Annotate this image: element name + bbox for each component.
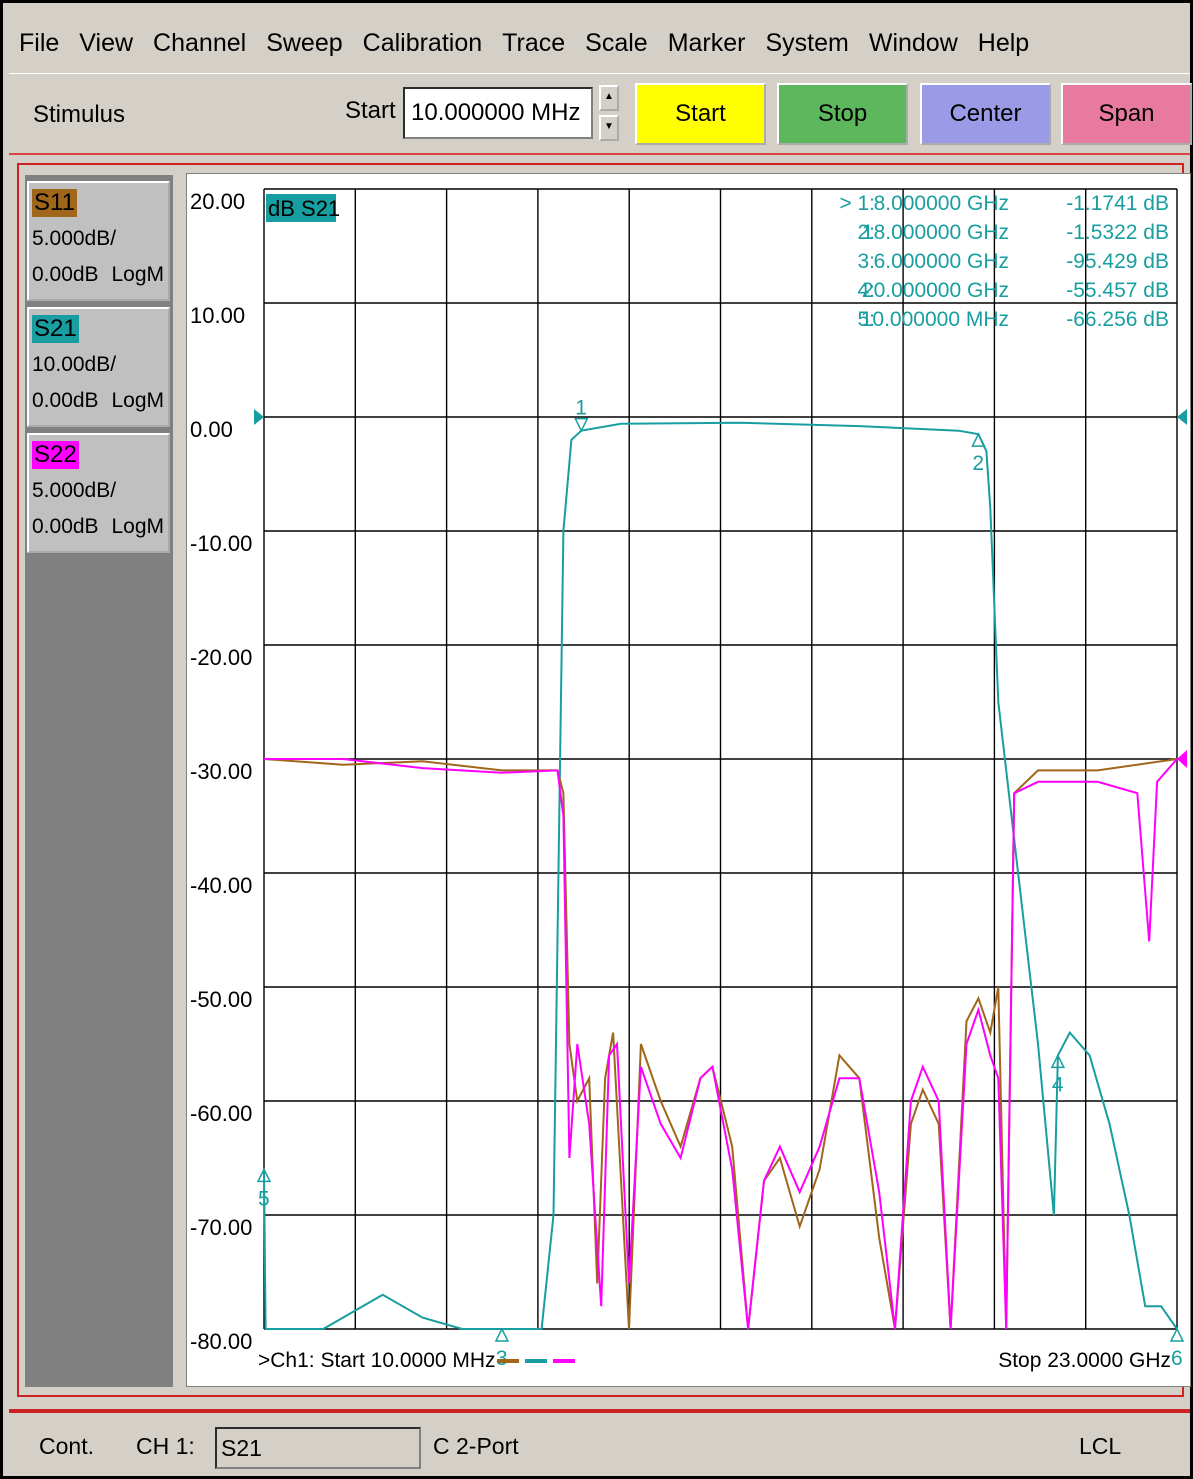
marker-triangle-icon (574, 417, 589, 433)
marker-number-label: 5 (258, 1187, 270, 1210)
remote-local-status: LCL (1079, 1433, 1122, 1459)
trace-name-s21: S21 (32, 315, 79, 343)
menu-view[interactable]: View (79, 28, 134, 57)
active-parameter-field[interactable]: S21 (215, 1427, 421, 1469)
trace-ref-s21: 0.00dB (32, 389, 99, 412)
marker-readout-value: -55.457 dB (1066, 279, 1169, 302)
sweep-stop-label: Stop 23.0000 GHz (998, 1349, 1171, 1372)
marker-readout-value: -66.256 dB (1066, 308, 1169, 331)
marker-triangle-icon (1050, 1053, 1066, 1069)
menu-system[interactable]: System (765, 28, 849, 57)
marker-triangle-icon (494, 1327, 510, 1342)
trace-line-s22 (264, 758, 1178, 1330)
trace-name-s11: S11 (32, 189, 77, 217)
y-tick-label: -20.00 (190, 645, 252, 670)
menu-marker[interactable]: Marker (667, 28, 746, 57)
marker-triangle-icon (971, 432, 986, 447)
y-tick-label: -50.00 (190, 987, 252, 1012)
marker-readout-freq: 8.000000 GHz (874, 192, 1009, 215)
marker-readout-id: > 1: (839, 192, 875, 215)
trace-tile-s21[interactable]: S21 10.00dB/ 0.00dB LogM (27, 307, 170, 427)
channel-status: CH 1: (136, 1433, 195, 1459)
stimulus-toolbar: Stimulus Start 10.000000 MHz ▲ ▼ Start S… (9, 77, 1192, 153)
marker-readout-freq: 10.000000 MHz (861, 308, 1009, 331)
trace-format-s21: LogM (111, 389, 164, 412)
active-trace-label: dB S21 (268, 196, 340, 221)
y-tick-label: 20.00 (190, 189, 245, 214)
start-frequency-spinner: ▲ ▼ (599, 85, 619, 141)
reference-arrow-left-icon (254, 409, 264, 425)
y-tick-label: -10.00 (190, 531, 252, 556)
trace-format-s22: LogM (111, 515, 164, 538)
active-trace-badge (266, 194, 336, 222)
menu-sweep[interactable]: Sweep (266, 28, 343, 57)
marker-readout-id: 3: (857, 250, 875, 273)
marker-readout-value: -95.429 dB (1066, 250, 1169, 273)
marker-readout-value: -1.5322 dB (1066, 221, 1169, 244)
spin-down-icon[interactable]: ▼ (599, 115, 619, 141)
calibration-status: C 2-Port (433, 1433, 519, 1459)
marker-readout-value: -1.1741 dB (1066, 192, 1169, 215)
marker-readout-freq: 20.000000 GHz (862, 279, 1009, 302)
reference-arrow-s22-icon (1177, 750, 1187, 768)
center-button[interactable]: Center (920, 83, 1051, 145)
y-tick-label: 0.00 (190, 417, 233, 442)
reference-arrow-right-icon (1177, 409, 1187, 425)
y-tick-label: -40.00 (190, 873, 252, 898)
menu-help[interactable]: Help (977, 28, 1030, 57)
trace-tile-s22[interactable]: S22 5.000dB/ 0.00dB LogM (27, 433, 170, 553)
marker-number-label: 1 (575, 397, 587, 420)
trace-panel: S11 5.000dB/ 0.00dB LogM S21 10.00dB/ 0.… (25, 175, 173, 1387)
marker-readout-freq: 6.000000 GHz (874, 250, 1009, 273)
start-frequency-input[interactable]: 10.000000 MHz (403, 87, 593, 139)
menu-window[interactable]: Window (868, 28, 958, 57)
sweep-start-label: >Ch1: Start 10.0000 MHz (258, 1349, 496, 1372)
trace-scale-s11: 5.000dB/ (32, 227, 117, 250)
trace-name-s22: S22 (32, 441, 79, 469)
trace-scale-s21: 10.00dB/ (32, 353, 117, 376)
y-tick-label: -60.00 (190, 1101, 252, 1126)
marker-number-label: 3 (496, 1347, 508, 1370)
menu-trace[interactable]: Trace (502, 28, 566, 57)
y-tick-label: -80.00 (190, 1329, 252, 1354)
marker-readout-id: 2: (857, 221, 875, 244)
y-tick-label: -30.00 (190, 759, 252, 784)
status-bar: Cont. CH 1: S21 C 2-Port LCL (9, 1423, 1190, 1473)
marker-readout-id: 4: (857, 279, 875, 302)
y-tick-label: 10.00 (190, 303, 245, 328)
plot-svg: 20.00 10.00 0.00 -10.00 -20.00 -30.00 -40.00 -5… (190, 188, 1187, 1372)
stop-button[interactable]: Stop (777, 83, 908, 145)
menu-channel[interactable]: Channel (153, 28, 247, 57)
marker-triangle-icon (1169, 1327, 1185, 1342)
sweep-mode-status: Cont. (39, 1433, 94, 1459)
stimulus-label: Stimulus (33, 101, 126, 128)
marker-readout-id: 5: (857, 308, 875, 331)
menu-scale[interactable]: Scale (585, 28, 648, 57)
menu-file[interactable]: File (19, 28, 60, 57)
start-button[interactable]: Start (635, 83, 766, 145)
menu-calibration[interactable]: Calibration (362, 28, 483, 57)
span-button[interactable]: Span (1061, 83, 1192, 145)
trace-scale-s22: 5.000dB/ (32, 479, 117, 502)
marker-number-label: 6 (1171, 1347, 1183, 1370)
spin-up-icon[interactable]: ▲ (599, 85, 619, 111)
trace-ref-s22: 0.00dB (32, 515, 99, 538)
marker-number-label: 2 (972, 452, 984, 475)
menu-bar: File View Channel Sweep Calibration Trac… (9, 13, 1190, 74)
trace-format-s11: LogM (111, 263, 164, 286)
trace-tile-s11[interactable]: S11 5.000dB/ 0.00dB LogM (27, 181, 170, 301)
trace-ref-s11: 0.00dB (32, 263, 99, 286)
start-field-label: Start (345, 97, 396, 124)
measurement-graph[interactable]: 20.00 10.00 0.00 -10.00 -20.00 -30.00 -40.00 -5… (186, 173, 1191, 1387)
marker-triangle-icon (256, 1167, 272, 1183)
marker-readout-freq: 18.000000 GHz (862, 221, 1009, 244)
trace-line-s21 (263, 421, 1178, 1330)
marker-number-label: 4 (1052, 1073, 1064, 1096)
y-tick-label: -70.00 (190, 1215, 252, 1240)
